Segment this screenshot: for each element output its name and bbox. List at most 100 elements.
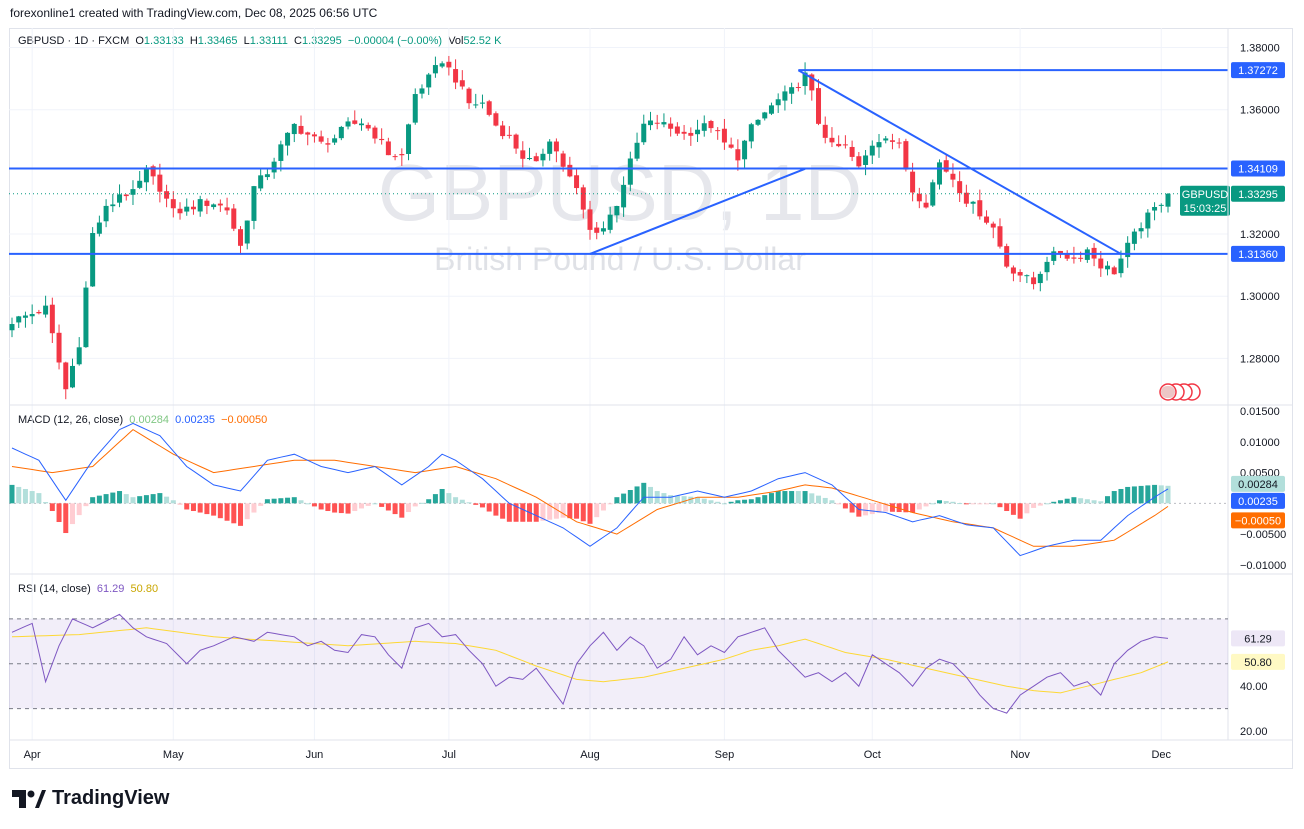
macd-histogram-bar bbox=[990, 503, 996, 505]
price-tick-label: 1.28000 bbox=[1240, 353, 1280, 365]
candle-body bbox=[997, 226, 1003, 247]
macd-histogram-bar bbox=[1004, 503, 1010, 512]
price-axis[interactable]: 1.38000 1.36000 1.32000 1.30000 1.28000 1.372… bbox=[1180, 43, 1285, 366]
macd-signal-value: −0.00050 bbox=[221, 414, 268, 426]
macd-histogram-bar bbox=[1057, 500, 1063, 504]
macd-histogram-bar bbox=[22, 488, 28, 504]
candle-body bbox=[197, 199, 203, 212]
macd-histogram-bar bbox=[103, 494, 109, 504]
candle-body bbox=[1010, 267, 1016, 274]
macd-histogram-bar bbox=[560, 503, 566, 518]
candle-body bbox=[977, 200, 983, 217]
candle-body bbox=[1138, 228, 1144, 232]
macd-histogram-bar bbox=[600, 503, 606, 511]
macd-histogram-bar bbox=[742, 499, 748, 504]
candle-body bbox=[69, 365, 75, 388]
rsi-ma-value: 50.80 bbox=[130, 583, 159, 595]
candle-body bbox=[1131, 231, 1137, 244]
macd-histogram-bar bbox=[863, 503, 869, 516]
macd-histogram-bar bbox=[76, 503, 82, 516]
close-value: 1.33295 bbox=[302, 35, 342, 47]
candle-body bbox=[1078, 257, 1084, 259]
level-price-tag-text: 1.34109 bbox=[1238, 163, 1278, 175]
macd-pane: 0.015000.010000.00500−0.00500−0.010000.0… bbox=[9, 406, 1286, 572]
candle-body bbox=[567, 164, 573, 177]
symbol-label[interactable]: GBPUSD · 1D · FXCM bbox=[18, 35, 130, 47]
macd-histogram-bar bbox=[916, 503, 922, 510]
candle-body bbox=[708, 121, 714, 129]
macd-histogram-bar bbox=[473, 503, 479, 505]
macd-histogram-bar bbox=[446, 493, 452, 504]
macd-histogram-bar bbox=[553, 503, 559, 519]
macd-line-tag-bg bbox=[1231, 492, 1285, 509]
candle-body bbox=[184, 206, 190, 212]
macd-histogram-bar bbox=[372, 503, 378, 505]
macd-histogram-bar bbox=[735, 500, 741, 504]
rsi-pane: 40.00 20.00 61.29 50.80 bbox=[9, 613, 1285, 738]
candle-body bbox=[762, 112, 768, 119]
candle-body bbox=[1158, 204, 1164, 206]
macd-histogram-bar bbox=[204, 503, 210, 515]
price-gridlines bbox=[9, 28, 1228, 740]
macd-histogram-bar bbox=[1024, 503, 1030, 514]
macd-histogram-bar bbox=[305, 503, 311, 505]
candle-body bbox=[466, 88, 472, 104]
level-price-tag-bg bbox=[1231, 245, 1285, 262]
candle-body bbox=[305, 132, 311, 135]
macd-histogram-bar bbox=[486, 503, 492, 512]
candle-body bbox=[782, 91, 788, 101]
candle-body bbox=[459, 80, 465, 87]
macd-histogram-bar bbox=[130, 497, 136, 504]
candle-body bbox=[580, 187, 586, 210]
rsi-legend[interactable]: RSI (14, close) 61.29 50.80 bbox=[18, 583, 158, 595]
time-axis[interactable]: Apr May Jun Jul Aug Sep Oct Nov Dec bbox=[24, 749, 1172, 761]
horizontal-levels[interactable] bbox=[9, 69, 1228, 255]
candle-body bbox=[1071, 257, 1077, 259]
candle-body bbox=[674, 126, 680, 134]
high-label: H bbox=[189, 35, 198, 47]
macd-line bbox=[11, 422, 1169, 557]
candle-body bbox=[36, 312, 42, 314]
candle-body bbox=[406, 124, 412, 154]
trendlines[interactable] bbox=[589, 69, 1122, 255]
low-value: 1.33111 bbox=[249, 35, 288, 47]
macd-histogram-bar bbox=[970, 503, 976, 505]
macd-histogram-bar bbox=[96, 495, 102, 504]
candle-body bbox=[473, 104, 479, 106]
macd-histogram-bar bbox=[574, 503, 580, 519]
candle-body bbox=[695, 129, 701, 135]
tradingview-logo[interactable]: TradingView bbox=[12, 787, 169, 810]
candle-body bbox=[1165, 193, 1171, 207]
macd-histogram-bar bbox=[117, 491, 123, 504]
macd-histogram-bar bbox=[43, 502, 49, 504]
time-tick-label: Sep bbox=[715, 749, 735, 761]
candle-body bbox=[446, 61, 452, 68]
candle-body bbox=[923, 202, 929, 208]
macd-histogram-bar bbox=[883, 503, 889, 512]
candle-body bbox=[63, 362, 69, 390]
macd-histogram-bar bbox=[466, 502, 472, 504]
candle-body bbox=[1031, 277, 1037, 285]
macd-histogram-bar bbox=[816, 495, 822, 504]
last-price-tag-text: 1.33295 bbox=[1238, 189, 1278, 201]
macd-histogram-bar bbox=[721, 503, 727, 505]
candle-body bbox=[775, 99, 781, 106]
countdown-text: 15:03:25 bbox=[1184, 203, 1227, 215]
rsi-title: RSI (14, close) bbox=[18, 583, 91, 595]
candle-body bbox=[143, 168, 149, 183]
candle-body bbox=[863, 155, 869, 165]
macd-histogram-bar bbox=[49, 503, 55, 512]
us-flag-events-icon[interactable] bbox=[1159, 383, 1201, 401]
macd-histogram-bar bbox=[668, 495, 674, 504]
price-tick-label: 1.32000 bbox=[1240, 229, 1280, 241]
candle-body bbox=[177, 208, 183, 214]
candle-body bbox=[587, 209, 593, 230]
macd-legend[interactable]: MACD (12, 26, close) 0.00284 0.00235 −0.… bbox=[18, 414, 267, 426]
time-tick-label: Oct bbox=[864, 749, 881, 761]
macd-histogram-bar bbox=[963, 503, 969, 505]
macd-histogram-bar bbox=[238, 503, 244, 526]
candle-body bbox=[238, 229, 244, 246]
macd-histogram-bar bbox=[748, 499, 754, 504]
candle-body bbox=[264, 174, 270, 178]
